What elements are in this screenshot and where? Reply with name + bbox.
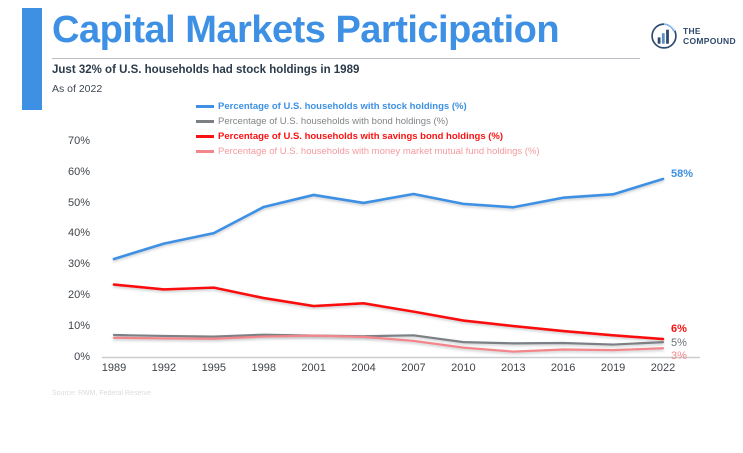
series-line-3 — [112, 334, 665, 353]
series-line-1 — [112, 333, 665, 346]
legend-swatch-stock — [196, 105, 214, 108]
x-tick-label: 2004 — [351, 362, 376, 374]
series-line-2 — [112, 283, 665, 341]
y-tick-label: 0% — [74, 350, 90, 363]
x-tick-label: 2016 — [550, 362, 576, 374]
end-label-stock: 58% — [671, 167, 694, 180]
y-tick-label: 60% — [67, 165, 90, 178]
legend-swatch-bond — [196, 120, 214, 123]
chart-subtitle: Just 32% of U.S. households had stock ho… — [52, 64, 360, 76]
x-tick-label: 2010 — [451, 362, 476, 374]
title-divider — [52, 58, 640, 59]
x-tick-label: 2001 — [301, 362, 326, 374]
y-tick-label: 40% — [67, 227, 90, 240]
legend-item-money-market[interactable]: Percentage of U.S. households with money… — [196, 144, 540, 159]
y-tick-label: 10% — [67, 319, 90, 332]
legend-item-savings-bond[interactable]: Percentage of U.S. households with savin… — [196, 129, 540, 144]
x-tick-label: 1989 — [101, 362, 127, 374]
end-label-money-market: 3% — [671, 350, 687, 363]
x-tick-label: 2013 — [501, 362, 526, 374]
accent-bar — [22, 8, 42, 110]
legend-label-money-market: Percentage of U.S. households with money… — [218, 146, 540, 157]
logo-line-1: THE — [683, 25, 701, 36]
legend-swatch-savings-bond — [196, 135, 214, 138]
end-label-bond: 5% — [671, 337, 687, 350]
x-tick-label: 1995 — [201, 362, 227, 374]
legend-item-bond[interactable]: Percentage of U.S. households with bond … — [196, 114, 540, 129]
y-tick-label: 30% — [67, 258, 90, 271]
source-note: Source: RWM, Federal Reserve — [52, 390, 152, 397]
y-tick-label: 50% — [67, 196, 90, 209]
legend-label-savings-bond: Percentage of U.S. households with savin… — [218, 131, 504, 142]
compound-bar-chart-icon — [651, 22, 677, 49]
x-tick-label: 2019 — [600, 362, 626, 374]
legend-item-stock[interactable]: Percentage of U.S. households with stock… — [196, 99, 540, 114]
x-tick-label: 1992 — [151, 362, 177, 374]
end-label-savings-bond: 6% — [671, 323, 687, 336]
logo-text: THE COMPOUND — [683, 26, 736, 47]
x-tick-label: 2007 — [401, 362, 426, 374]
chart-legend: Percentage of U.S. households with stock… — [196, 99, 540, 159]
legend-swatch-money-market — [196, 150, 214, 153]
legend-label-stock: Percentage of U.S. households with stock… — [218, 101, 467, 112]
the-compound-logo: THE COMPOUND — [650, 22, 736, 50]
series-line-0 — [112, 177, 665, 261]
logo-line-2: COMPOUND — [683, 36, 736, 46]
x-tick-label: 1998 — [251, 362, 276, 374]
y-tick-label: 70% — [67, 135, 90, 147]
as-of-label: As of 2022 — [52, 83, 103, 95]
legend-label-bond: Percentage of U.S. households with bond … — [218, 116, 449, 127]
page-title: Capital Markets Participation — [52, 9, 560, 51]
y-tick-label: 20% — [67, 288, 90, 301]
x-tick-label: 2022 — [650, 362, 676, 374]
